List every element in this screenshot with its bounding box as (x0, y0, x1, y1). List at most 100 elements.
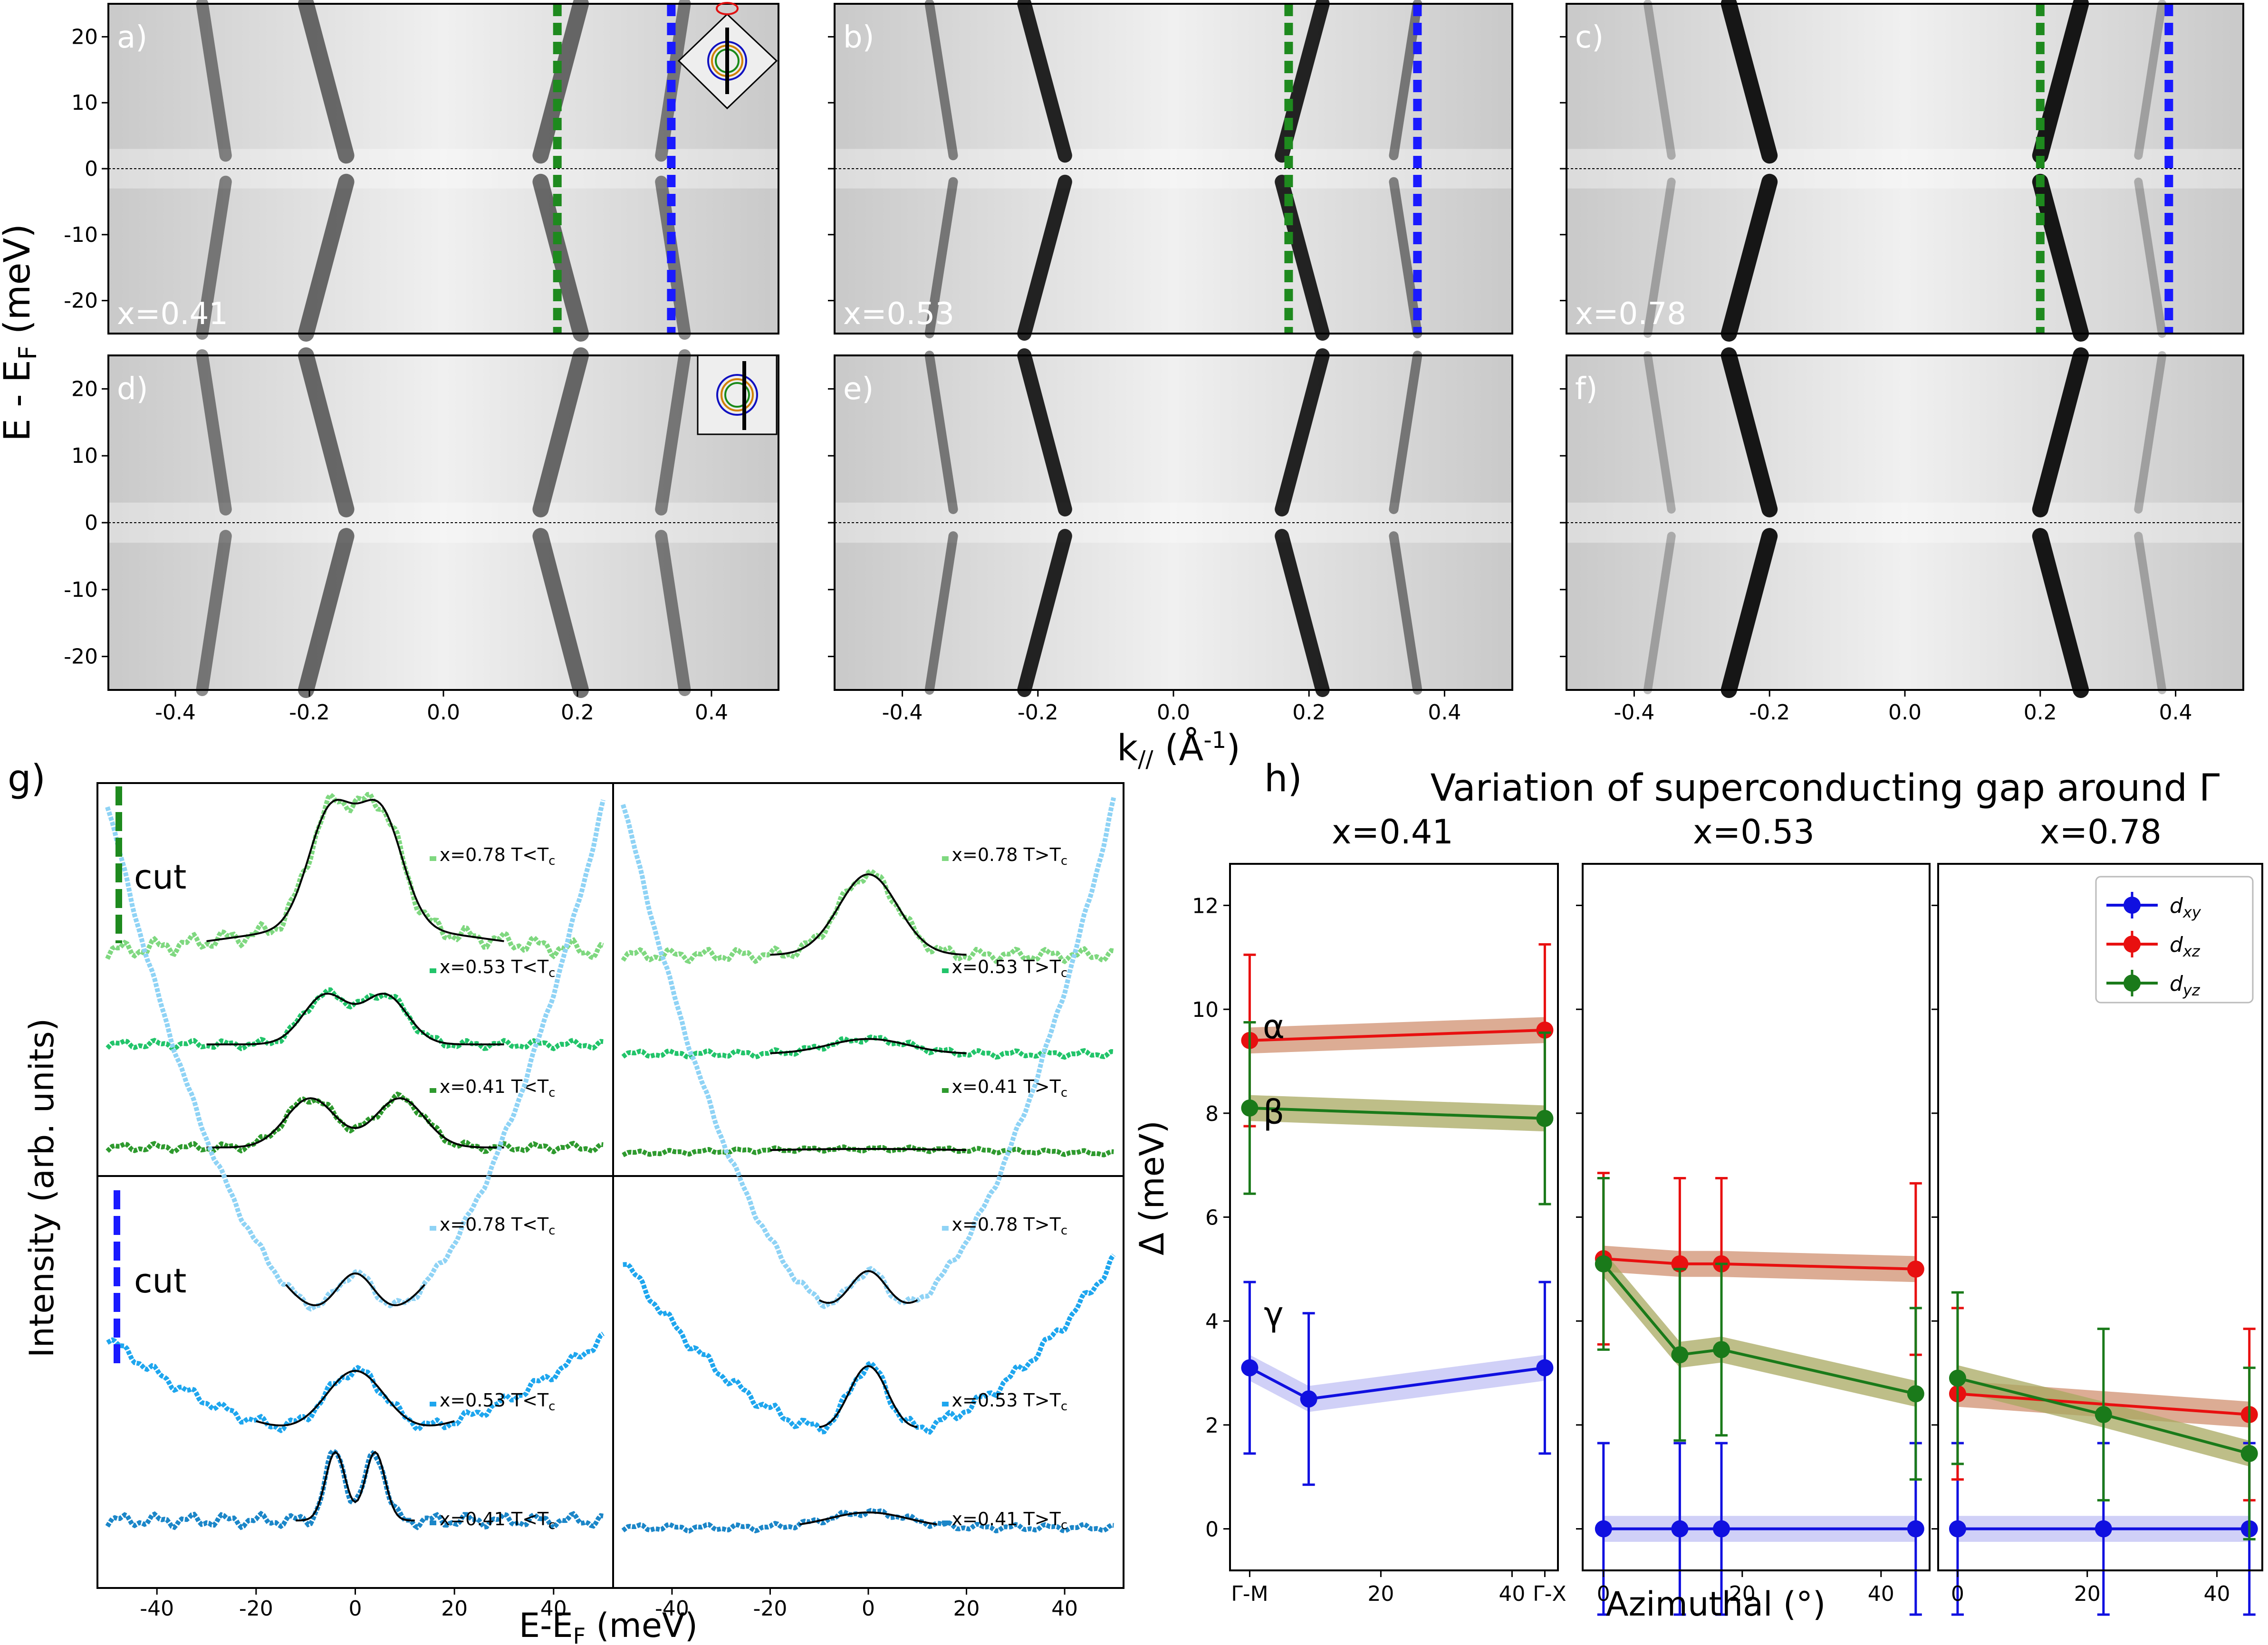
gap-series-line-dxz (1249, 1028, 1545, 1042)
edc-data-curve (105, 791, 604, 961)
edc-legend-marker (429, 968, 436, 973)
x-tick-label: -0.2 (289, 700, 330, 725)
arpes-panel-e: e) -0.4 -0.2 0.0 0.2 0.4 (828, 348, 1513, 725)
x-tick-label: -0.4 (155, 700, 196, 725)
doping-label: x=0.53 (843, 296, 954, 332)
x-tick-label: 0.2 (1292, 700, 1326, 725)
x-tick-label: 0.2 (2024, 700, 2057, 725)
edc-data-curve (106, 987, 604, 1052)
x-tick-label: -40 (655, 1597, 689, 1621)
y-tick-label: 10 (71, 91, 98, 115)
edc-curve-left-blue-2: x=0.41 T<Tc (105, 1447, 604, 1532)
y-tick-label: 6 (1205, 1206, 1219, 1230)
x-tick-label: -0.2 (1018, 700, 1058, 725)
band-line (1720, 528, 1778, 698)
x-tick-label: 0.0 (1888, 700, 1922, 725)
gap-subplot-frame (1229, 863, 1559, 1571)
edc-legend-marker (429, 1088, 436, 1093)
edc-curve-label: x=0.78 T>Tc (952, 1214, 1068, 1238)
x-tick-label: -0.2 (1749, 700, 1790, 725)
band-line (1017, 0, 1072, 163)
x-tick-label: 20 (2074, 1582, 2101, 1606)
bz-pocket (716, 2, 739, 15)
gap-point-dxy (1713, 1520, 1730, 1538)
bz-ring-green (724, 382, 750, 408)
x-tick-label: 40 (540, 1597, 567, 1621)
gap-subplot-2: x=0.78 0 20 40 (1932, 813, 2263, 1616)
band-line (1389, 531, 1422, 695)
arpes-panel-a: a) x=0.41 20 10 0 -10 -20 (64, 0, 779, 342)
y-tick-label: 10 (1192, 998, 1219, 1022)
gap-point-dxy (1595, 1520, 1612, 1538)
edc-fit-curve (819, 1365, 918, 1428)
gap-ylabel: Δ (meV) (1133, 1120, 1172, 1255)
edc-data-curve (105, 799, 605, 1312)
band-line (298, 0, 355, 164)
x-tick-label: Γ-M (1231, 1582, 1268, 1606)
band-line (924, 0, 958, 161)
y-tick-label: 0 (85, 511, 98, 535)
band-line (196, 530, 232, 696)
y-tick-label: -10 (64, 223, 98, 247)
band-line (1275, 174, 1330, 341)
edc-xlabel: E-EF (meV) (519, 1606, 698, 1645)
gap-point-dxy (1949, 1520, 1966, 1538)
band-line (655, 0, 691, 162)
edc-fit-curve (799, 1511, 937, 1526)
gap-fit-band-dxy (1249, 1355, 1545, 1412)
band-line (2134, 351, 2167, 514)
x-tick-label: 0.4 (2159, 700, 2192, 725)
y-tick-label: 0 (85, 157, 98, 181)
edc-curve-right-blue-1: x=0.53 T>Tc (623, 1253, 1116, 1435)
edc-curve-label: x=0.53 T<Tc (440, 1390, 556, 1414)
edc-data-curve (106, 1331, 605, 1434)
x-tick-label: 0.0 (427, 700, 460, 725)
band-line (1275, 348, 1330, 516)
edc-legend-marker (942, 1402, 949, 1406)
edc-data-curve (621, 1508, 1114, 1534)
x-tick-label: 40 (1499, 1582, 1525, 1606)
greek-label-alpha: α (1263, 1007, 1285, 1046)
edc-legend-marker (429, 856, 436, 861)
y-tick-label: 2 (1205, 1414, 1219, 1438)
gap-point-dxy (1536, 1359, 1554, 1377)
edc-fit-curve (770, 873, 967, 956)
y-tick-label: 10 (71, 444, 98, 468)
band-line (1643, 0, 1676, 160)
arpes-panel-label: a) (117, 20, 147, 55)
legend-marker (2124, 936, 2141, 953)
edc-curve-label: x=0.78 T>Tc (952, 844, 1068, 868)
gap-point-dxz (1907, 1260, 1924, 1278)
band-line (2032, 173, 2089, 342)
x-tick-label: -0.4 (1614, 700, 1654, 725)
band-line (1720, 347, 1778, 517)
y-tick-label: -20 (64, 289, 98, 313)
edc-curve-label: x=0.41 T<Tc (440, 1076, 556, 1100)
edc-legend-marker (942, 1088, 949, 1093)
x-tick-label: 0 (349, 1597, 362, 1621)
band-line (298, 347, 355, 517)
band-line (655, 349, 691, 516)
band-line (655, 530, 691, 696)
edc-legend-marker (429, 1521, 436, 1525)
y-tick-label: 0 (1205, 1518, 1219, 1542)
edc-fit-curve (770, 1148, 967, 1151)
edc-curve-left-green-2: x=0.41 T<Tc (106, 1076, 604, 1155)
greek-label-beta: β (1263, 1093, 1285, 1132)
edc-fit-curve (206, 1097, 504, 1148)
edc-legend-marker (429, 1226, 436, 1231)
band-line (1275, 529, 1330, 697)
gap-point-dxy (1300, 1390, 1317, 1408)
band-line (532, 528, 589, 698)
band-line (298, 528, 355, 698)
band-line (924, 531, 958, 695)
gap-point-dyz (1949, 1369, 1966, 1387)
gap-point-dxz (1536, 1021, 1554, 1039)
arpes-panel-label: b) (843, 20, 875, 55)
edc-data-curve (621, 1034, 1114, 1060)
edc-fit-curve (256, 1369, 455, 1426)
x-tick-label: -20 (753, 1597, 788, 1621)
y-tick-label: 20 (71, 377, 98, 401)
